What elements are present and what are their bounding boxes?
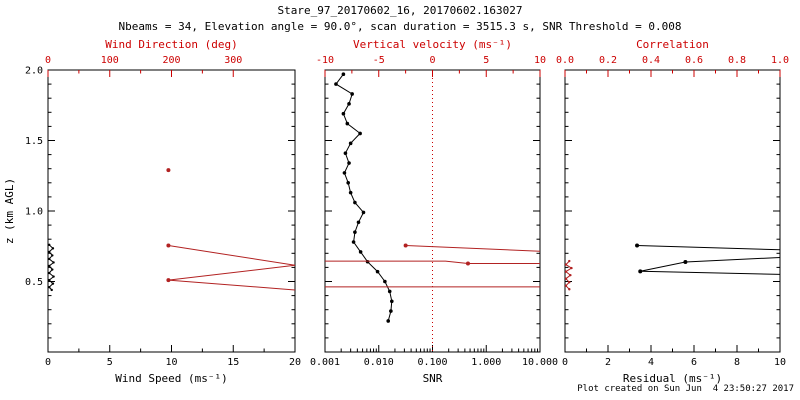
top-axis-label: Wind Direction (deg) xyxy=(105,38,237,51)
svg-text:5: 5 xyxy=(107,357,113,368)
svg-text:10: 10 xyxy=(534,55,546,66)
svg-text:1.5: 1.5 xyxy=(25,136,43,147)
svg-text:0.5: 0.5 xyxy=(25,277,43,288)
svg-text:0.2: 0.2 xyxy=(599,55,617,66)
top-axis-label: Correlation xyxy=(636,38,709,51)
vertical-velocity-profile xyxy=(325,243,540,288)
svg-text:0: 0 xyxy=(45,357,51,368)
svg-text:100: 100 xyxy=(101,55,119,66)
svg-text:0: 0 xyxy=(429,55,435,66)
svg-text:-5: -5 xyxy=(373,55,385,66)
snr-profile xyxy=(334,72,394,323)
correlation-profile xyxy=(565,259,573,291)
svg-text:0: 0 xyxy=(562,357,568,368)
svg-text:0: 0 xyxy=(45,55,51,66)
svg-text:1.0: 1.0 xyxy=(771,55,789,66)
plot-timestamp: Plot created on Sun Jun 4 23:50:27 2017 xyxy=(577,384,794,394)
svg-text:0.100: 0.100 xyxy=(417,357,447,368)
svg-text:1.000: 1.000 xyxy=(471,357,501,368)
svg-text:10.000: 10.000 xyxy=(522,357,558,368)
svg-text:200: 200 xyxy=(162,55,180,66)
residual-panel: 0 2 4 6 8 10 Residual (ms⁻¹) 0.0 0.2 0.4 0.6 0.8 1.0… xyxy=(556,38,789,385)
residual-profile xyxy=(635,243,780,275)
svg-text:10: 10 xyxy=(774,357,786,368)
svg-text:-10: -10 xyxy=(316,55,334,66)
y-axis-label: z (km AGL) xyxy=(3,178,16,244)
svg-text:2: 2 xyxy=(605,357,611,368)
svg-text:0.010: 0.010 xyxy=(364,357,394,368)
snr-panel: 0.001 0.010 0.100 1.000 10.000 SNR -10 -5 0 5 10 Ve… xyxy=(310,38,558,385)
top-axis-label: Vertical velocity (ms⁻¹) xyxy=(353,38,512,51)
svg-text:1.0: 1.0 xyxy=(25,207,43,218)
bottom-axis-label: Wind Speed (ms⁻¹) xyxy=(115,372,228,385)
svg-text:8: 8 xyxy=(734,357,740,368)
wind-direction-profile xyxy=(166,168,295,291)
svg-text:6: 6 xyxy=(691,357,697,368)
svg-text:0.8: 0.8 xyxy=(728,55,746,66)
plot-title: Stare_97_20170602_16, 20170602.163027 xyxy=(277,4,523,17)
svg-text:5: 5 xyxy=(483,55,489,66)
wind-speed-profile xyxy=(48,243,55,292)
svg-text:2.0: 2.0 xyxy=(25,66,43,77)
svg-text:20: 20 xyxy=(289,357,301,368)
svg-text:15: 15 xyxy=(227,357,239,368)
svg-text:300: 300 xyxy=(224,55,242,66)
svg-text:0.001: 0.001 xyxy=(310,357,340,368)
svg-text:10: 10 xyxy=(165,357,177,368)
wind-panel: 0.5 1.0 1.5 2.0 z (km AGL) 0 5 10 15 20 Wind Speed… xyxy=(3,38,301,385)
svg-text:0.6: 0.6 xyxy=(685,55,703,66)
bottom-axis-label: SNR xyxy=(423,372,443,385)
bottom-axis-label: Residual (ms⁻¹) xyxy=(623,372,722,385)
plot-subtitle: Nbeams = 34, Elevation angle = 90.0°, sc… xyxy=(118,20,682,33)
svg-text:0.4: 0.4 xyxy=(642,55,660,66)
svg-text:0.0: 0.0 xyxy=(556,55,574,66)
svg-text:4: 4 xyxy=(648,357,654,368)
